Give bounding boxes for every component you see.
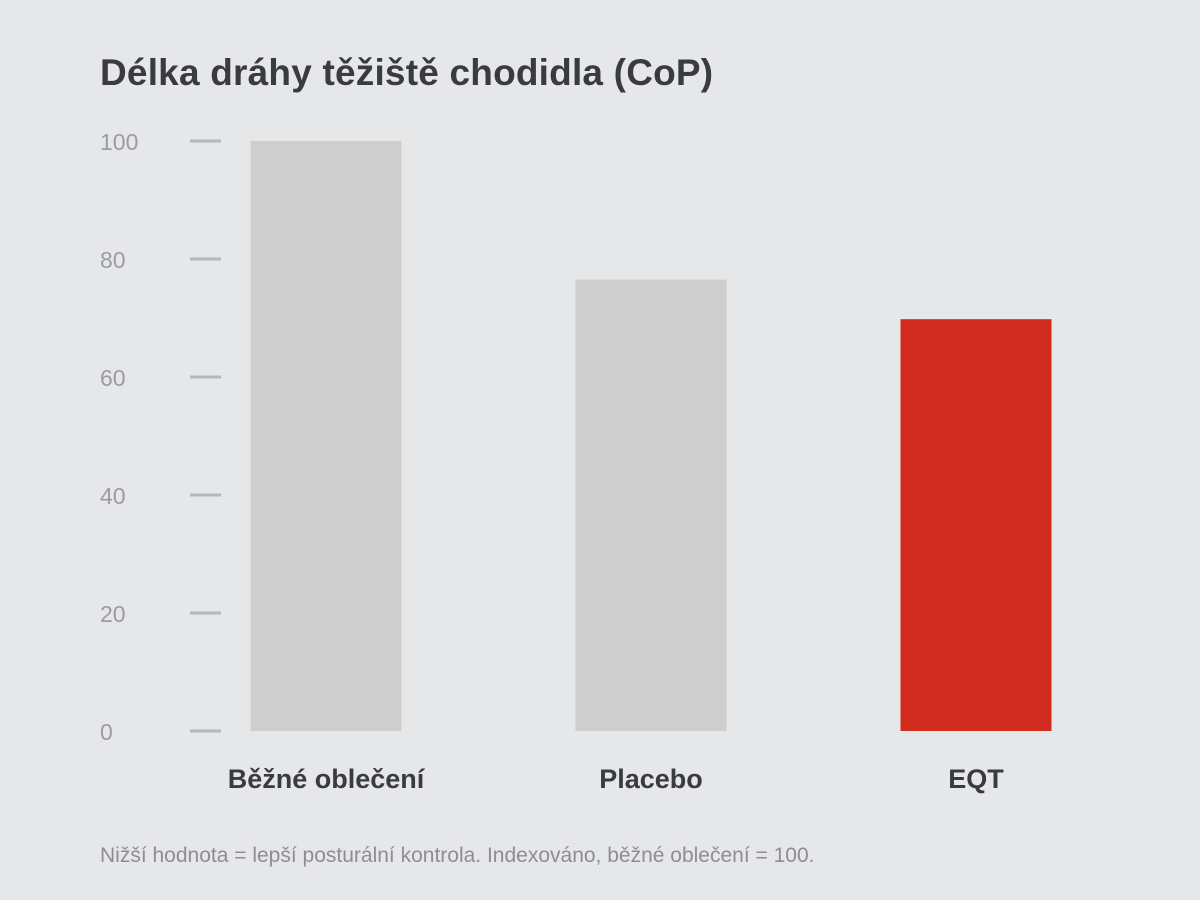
bar <box>575 279 727 731</box>
bar <box>250 141 402 731</box>
y-tick-label: 0 <box>100 719 113 745</box>
y-axis: 0 20 40 60 80 100 <box>100 129 221 745</box>
x-category-label: EQT <box>948 764 1004 794</box>
footnote: Nižší hodnota = lepší posturální kontrol… <box>100 844 815 867</box>
y-tick-label: 100 <box>100 129 138 155</box>
y-tick-label: 20 <box>100 601 126 627</box>
bars <box>250 141 1052 731</box>
y-tick-label: 40 <box>100 483 126 509</box>
x-category-label: Placebo <box>599 764 703 794</box>
y-tick-label: 60 <box>100 365 126 391</box>
x-axis: Běžné oblečení Placebo EQT <box>228 764 1005 794</box>
bar <box>900 319 1052 731</box>
chart-title: Délka dráhy těžiště chodidla (CoP) <box>100 52 714 93</box>
y-tick-label: 80 <box>100 247 126 273</box>
x-category-label: Běžné oblečení <box>228 764 426 794</box>
